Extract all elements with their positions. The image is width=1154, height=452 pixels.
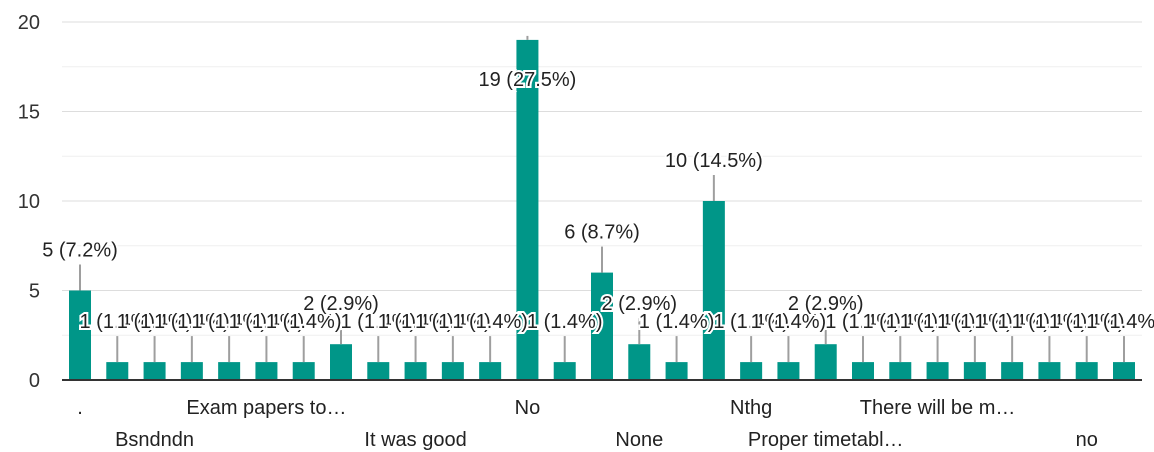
x-category-label: . bbox=[77, 397, 83, 419]
bar bbox=[628, 344, 651, 380]
bar-value-label: 1 (1.4%) bbox=[1012, 311, 1088, 333]
x-category-label: It was good bbox=[364, 429, 466, 451]
grid-lines bbox=[62, 21, 1142, 381]
bar-value-label: 1 (1.4%) bbox=[1049, 311, 1125, 333]
bar-value-label: 10 (14.5%) bbox=[665, 150, 763, 172]
bar bbox=[1113, 362, 1135, 380]
bar-value-label: 1 (1.4%) bbox=[900, 311, 976, 333]
bar bbox=[404, 362, 427, 380]
bar-value-label: 1 (1.4%) bbox=[974, 311, 1050, 333]
bar-value-label: 1 (1.4%) bbox=[117, 311, 193, 333]
bar bbox=[889, 362, 912, 380]
bar-value-label: 1 (1.4%) bbox=[378, 311, 454, 333]
bar bbox=[255, 362, 278, 380]
y-axis-tick-labels: 0 5 10 15 20 bbox=[18, 12, 40, 392]
bar bbox=[180, 362, 203, 380]
bar-value-label: 1 (1.4%) bbox=[527, 311, 603, 333]
bar-value-label: 2 (2.9%) bbox=[303, 293, 379, 315]
x-category-label: no bbox=[1076, 429, 1098, 451]
x-category-label: No bbox=[515, 397, 541, 419]
bar-value-label: 1 (1.4%) bbox=[713, 311, 789, 333]
y-tick-label: 10 bbox=[18, 191, 40, 213]
bar-value-label: 1 (1.4%) bbox=[415, 311, 491, 333]
y-tick-label: 0 bbox=[29, 370, 40, 392]
bar-value-labels: 5 (7.2%)1 (1.4%)1 (1.4%)1 (1.4%)1 (1.4%)… bbox=[40, 67, 1154, 335]
x-category-label: None bbox=[615, 429, 663, 451]
bar-value-label: 1 (1.4%) bbox=[79, 311, 155, 333]
bar-value-label: 1 (1.4%) bbox=[191, 311, 267, 333]
bar bbox=[926, 362, 949, 380]
bar bbox=[479, 362, 502, 380]
bar bbox=[665, 362, 688, 380]
bar bbox=[218, 362, 241, 380]
bar bbox=[553, 362, 576, 380]
y-tick-label: 5 bbox=[29, 281, 40, 303]
bar-value-label: 2 (2.9%) bbox=[601, 293, 677, 315]
bar-value-label: 1 (1.4%) bbox=[266, 311, 342, 333]
bar bbox=[69, 290, 91, 380]
bar bbox=[591, 272, 613, 380]
bar bbox=[777, 362, 800, 380]
y-tick-label: 20 bbox=[18, 12, 40, 34]
bars bbox=[69, 39, 1135, 381]
bar bbox=[143, 362, 166, 380]
bar bbox=[516, 39, 539, 381]
bar bbox=[292, 362, 315, 380]
bar bbox=[1001, 362, 1024, 380]
bar-value-label: 1 (1.4%) bbox=[154, 311, 230, 333]
bar bbox=[330, 344, 352, 380]
bar-value-label: 1 (1.4%) bbox=[340, 311, 416, 333]
bar-value-label: 6 (8.7%) bbox=[564, 222, 640, 244]
bar bbox=[1075, 362, 1098, 380]
bar-value-label: 1 (1.4%) bbox=[862, 311, 938, 333]
bar-value-label: 2 (2.9%) bbox=[788, 293, 864, 315]
bar-value-label: 1 (1.4%) bbox=[639, 311, 715, 333]
bar bbox=[814, 344, 837, 380]
bar-value-label: 1 (1.4%) bbox=[229, 311, 305, 333]
x-category-label: There will be m… bbox=[860, 397, 1016, 419]
bar bbox=[106, 362, 129, 380]
x-category-label: Nthg bbox=[730, 397, 772, 419]
bar bbox=[740, 362, 763, 380]
bar bbox=[1038, 362, 1061, 380]
bar bbox=[441, 362, 464, 380]
bar-value-label: 1 (1.4%) bbox=[452, 311, 528, 333]
bar-value-label: 19 (27.5%) bbox=[479, 69, 577, 91]
x-category-label: Bsndndn bbox=[115, 429, 194, 451]
y-tick-label: 15 bbox=[18, 102, 40, 124]
bar-value-label: 1 (1.4%) bbox=[751, 311, 827, 333]
x-axis-category-labels: . Bsndndn Exam papers to… It was good No None… bbox=[77, 397, 1098, 451]
bar bbox=[702, 201, 725, 380]
x-category-label: Exam papers to… bbox=[186, 397, 346, 419]
bar-value-label: 5 (7.2%) bbox=[42, 240, 118, 262]
bar-value-label: 1 (1.4%) bbox=[825, 311, 901, 333]
bar bbox=[367, 362, 390, 380]
bar bbox=[852, 362, 874, 380]
label-leader-lines bbox=[79, 35, 1125, 363]
bar bbox=[963, 362, 986, 380]
bar-value-label: 1 (1.4%) bbox=[1086, 311, 1154, 333]
bar-value-label: 1 (1.4%) bbox=[937, 311, 1013, 333]
x-category-label: Proper timetabl… bbox=[748, 429, 904, 451]
